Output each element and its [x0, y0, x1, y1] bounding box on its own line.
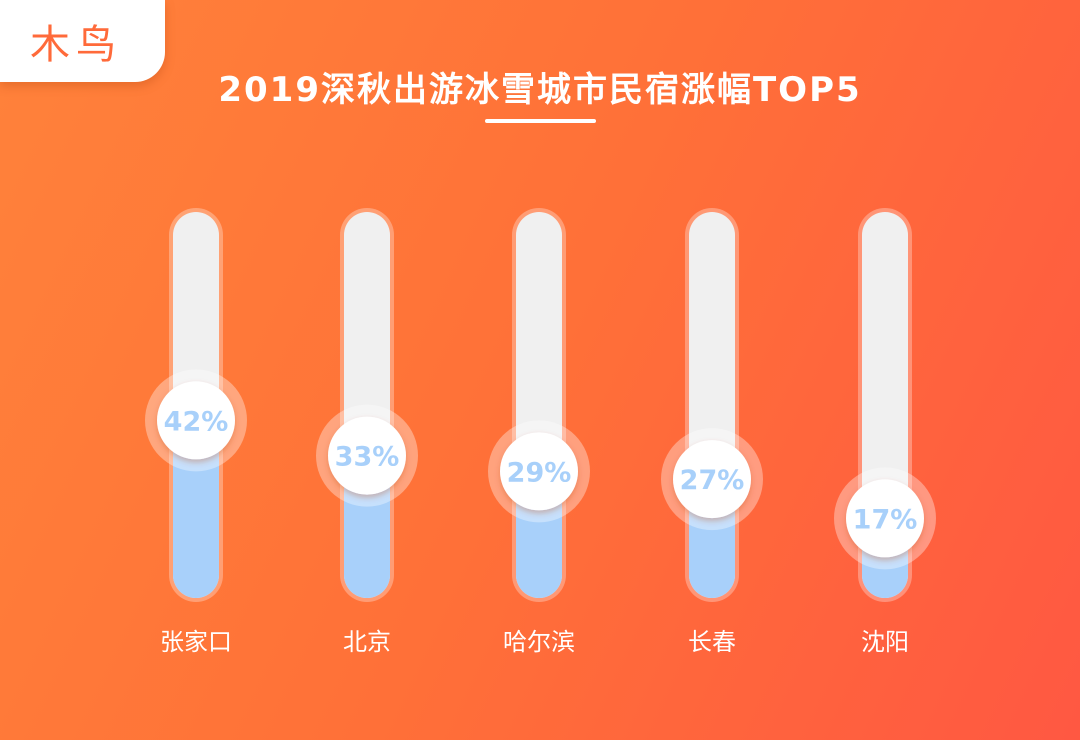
- category-label: 张家口: [160, 628, 232, 656]
- data-label: 42%: [164, 406, 229, 437]
- category-label: 沈阳: [861, 628, 909, 656]
- category-label: 哈尔滨: [503, 628, 575, 656]
- chart-title: 2019深秋出游冰雪城市民宿涨幅TOP5: [218, 70, 862, 110]
- logo: 木鸟: [0, 0, 165, 82]
- category-label: 长春: [688, 628, 736, 656]
- knob: [673, 440, 751, 519]
- knob: [328, 416, 406, 495]
- knob: [157, 381, 235, 460]
- logo-text: 木鸟: [30, 22, 122, 68]
- title-underline: [485, 119, 596, 123]
- data-label: 29%: [507, 457, 572, 488]
- data-label: 33%: [335, 442, 400, 473]
- category-label: 北京: [343, 628, 391, 656]
- data-label: 17%: [853, 504, 918, 535]
- knob: [500, 432, 578, 511]
- data-label: 27%: [680, 465, 745, 496]
- knob: [846, 479, 924, 558]
